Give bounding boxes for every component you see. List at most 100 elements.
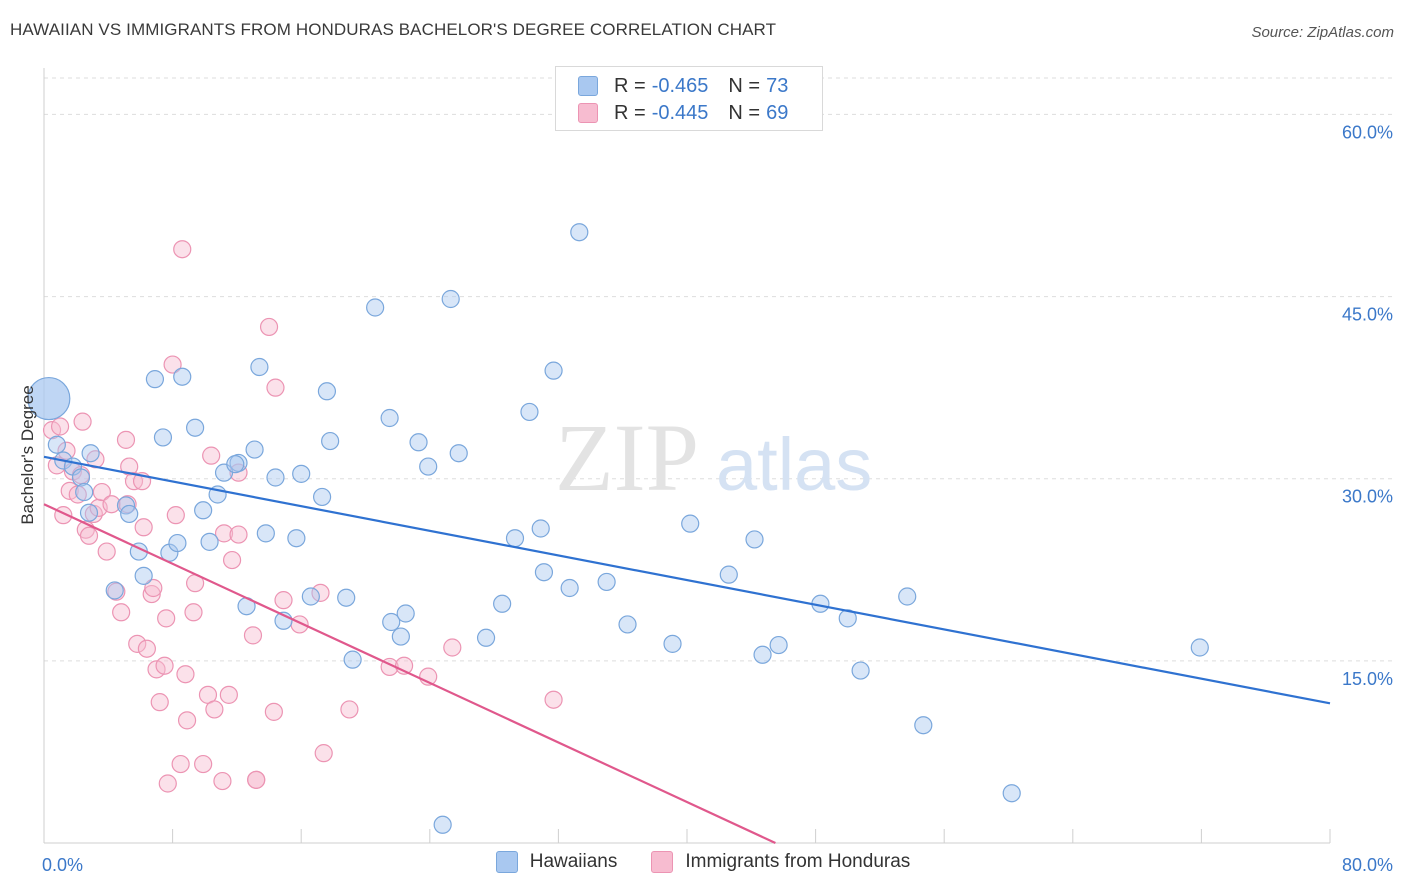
- hawaiians-point: [493, 594, 512, 613]
- legend-swatch-honduras: [578, 103, 598, 123]
- hawaiians-point: [719, 565, 738, 584]
- legend-label-hawaiians: Hawaiians: [529, 851, 618, 872]
- honduras-point: [213, 771, 232, 791]
- y-axis-label: Bachelor's Degree: [18, 385, 37, 524]
- legend-n-label: N =: [728, 74, 761, 97]
- honduras-point: [222, 550, 242, 570]
- hawaiians-point: [544, 361, 563, 380]
- honduras-point: [194, 754, 213, 774]
- legend-r-value: -0.465: [651, 74, 709, 97]
- honduras-point: [259, 317, 279, 337]
- honduras-point: [266, 378, 285, 397]
- hawaiians-point: [292, 464, 311, 483]
- hawaiians-point: [476, 628, 496, 647]
- honduras-point: [155, 656, 174, 675]
- hawaiians-point: [449, 444, 468, 463]
- honduras-point: [202, 446, 221, 465]
- hawaiians-point: [505, 529, 525, 548]
- honduras-point: [274, 591, 293, 610]
- hawaiians-point: [105, 581, 124, 600]
- hawaiians-point: [317, 382, 337, 401]
- legend-item-honduras[interactable]: Immigrants from Honduras: [651, 851, 910, 873]
- hawaiians-point: [153, 428, 173, 447]
- honduras-point: [102, 495, 121, 514]
- hawaiians-point: [914, 716, 933, 735]
- honduras-point: [173, 240, 192, 259]
- honduras-point: [157, 609, 176, 628]
- x-tick-label-min: 0.0%: [42, 855, 83, 875]
- honduras-point: [166, 506, 185, 525]
- hawaiians-point: [745, 530, 764, 549]
- y-tick-label: 15.0%: [1342, 669, 1393, 689]
- hawaiians-point: [312, 487, 332, 507]
- hawaiians-point: [531, 519, 550, 538]
- legend-n-value: 73: [766, 74, 789, 97]
- hawaiians-point: [71, 468, 91, 487]
- honduras-point: [264, 702, 283, 721]
- honduras-point: [214, 524, 234, 543]
- legend-row-honduras: R = -0.445 N = 69: [578, 100, 788, 126]
- hawaiians-point: [560, 578, 579, 598]
- grid-layer: 15.0% 30.0% 45.0% 60.0%: [44, 77, 1393, 689]
- watermark-atlas: atlas: [716, 423, 872, 506]
- honduras-point: [116, 430, 136, 449]
- hawaiians-point: [194, 501, 213, 520]
- watermark-zip: ZIP: [555, 404, 699, 511]
- series-hawaiians-points: [27, 223, 1209, 834]
- hawaiians-point: [597, 572, 616, 592]
- honduras-point: [158, 774, 177, 793]
- honduras-point: [219, 685, 238, 704]
- hawaiians-point: [380, 408, 399, 428]
- legend-label-honduras: Immigrants from Honduras: [685, 851, 911, 872]
- hawaiians-point: [337, 588, 356, 607]
- hawaiians-point: [409, 433, 428, 452]
- honduras-point: [128, 634, 147, 653]
- honduras-point: [184, 603, 203, 622]
- hawaiians-point: [120, 504, 139, 524]
- hawaiians-point: [396, 604, 415, 623]
- trend-line-honduras: [43, 503, 776, 844]
- honduras-point: [176, 665, 195, 684]
- legend-r-label: R =: [614, 74, 646, 97]
- hawaiians-point: [343, 650, 362, 669]
- hawaiians-point: [520, 402, 539, 422]
- stats-legend: R = -0.465 N = 73 R = -0.445 N = 69: [555, 66, 823, 131]
- hawaiians-point: [441, 289, 460, 309]
- hawaiians-point: [134, 566, 153, 585]
- honduras-point: [163, 355, 182, 374]
- honduras-point: [247, 770, 266, 789]
- honduras-point: [134, 518, 153, 537]
- hawaiians-point: [618, 615, 637, 634]
- y-tick-label: 30.0%: [1342, 487, 1393, 507]
- hawaiians-point: [851, 661, 870, 680]
- hawaiians-point: [287, 529, 306, 548]
- hawaiians-point: [1190, 638, 1209, 657]
- honduras-point: [314, 744, 333, 763]
- hawaiians-point: [81, 444, 100, 463]
- hawaiians-point: [79, 503, 99, 522]
- legend-r-label: R =: [614, 101, 646, 124]
- honduras-point: [311, 583, 330, 602]
- legend-r-value: -0.445: [651, 101, 709, 124]
- hawaiians-point: [266, 468, 285, 487]
- hawaiians-point: [75, 482, 94, 502]
- hawaiians-point: [433, 815, 452, 834]
- legend-item-hawaiians[interactable]: Hawaiians: [495, 851, 618, 873]
- honduras-point: [243, 626, 263, 645]
- hawaiians-point: [301, 587, 320, 606]
- chart-title: HAWAIIAN VS IMMIGRANTS FROM HONDURAS BAC…: [10, 20, 777, 39]
- legend-swatch-hawaiians: [495, 851, 518, 873]
- honduras-point: [144, 578, 163, 598]
- hawaiians-point: [1002, 784, 1021, 803]
- honduras-point: [137, 639, 156, 658]
- x-tick-label-max: 80.0%: [1342, 855, 1393, 875]
- hawaiians-point: [570, 223, 589, 242]
- honduras-point: [79, 526, 99, 545]
- honduras-point: [50, 417, 70, 436]
- hawaiians-point: [173, 367, 192, 386]
- honduras-point: [340, 700, 359, 719]
- series-legend: Hawaiians Immigrants from Honduras: [0, 851, 1406, 873]
- hawaiians-point: [256, 524, 275, 543]
- hawaiians-point: [681, 514, 700, 533]
